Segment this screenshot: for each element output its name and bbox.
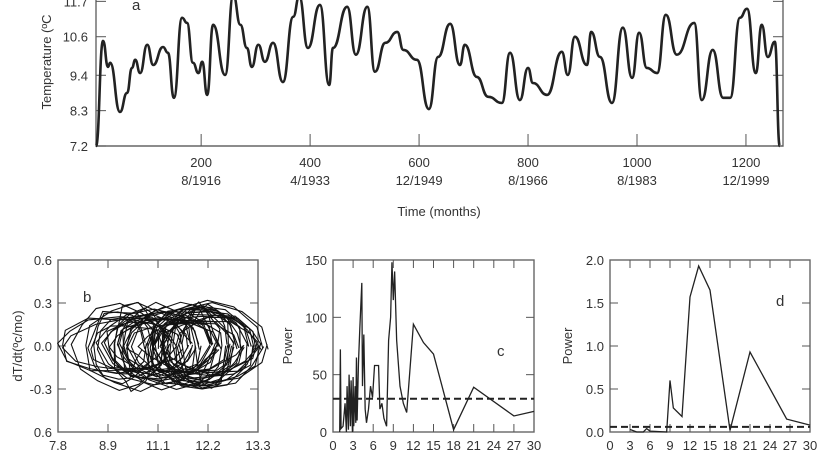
- power-spectrum-line: [339, 262, 535, 433]
- x-tick-label: 3: [626, 438, 633, 453]
- x-tick-date: 8/1983: [617, 173, 657, 188]
- phase-loop: [126, 318, 184, 378]
- y-tick-label: 100: [305, 310, 327, 325]
- plot-frame: [95, 0, 784, 147]
- x-tick-label: 600: [408, 155, 430, 170]
- x-tick-label: 12.2: [195, 438, 220, 453]
- phase-loop: [87, 310, 154, 385]
- x-tick-label: 18: [446, 438, 460, 453]
- x-tick-date: 12/1949: [396, 173, 443, 188]
- x-tick-label: 0: [329, 438, 336, 453]
- x-tick-label: 21: [743, 438, 757, 453]
- x-tick-label: 15: [426, 438, 440, 453]
- y-tick-label: 0.0: [34, 339, 52, 354]
- x-tick-label: 200: [190, 155, 212, 170]
- x-tick-label: 1000: [623, 155, 652, 170]
- panel-label: b: [83, 289, 91, 306]
- x-tick-label: 400: [299, 155, 321, 170]
- x-tick-label: 11.1: [146, 438, 170, 453]
- y-axis-label: Power: [560, 327, 575, 365]
- y-tick-label: 2.0: [586, 253, 604, 268]
- x-tick-label: 18: [723, 438, 737, 453]
- phase-loop: [130, 311, 202, 377]
- phase-loop: [163, 319, 235, 372]
- phase-loop: [106, 321, 165, 374]
- temperature-series-line: [94, 0, 782, 148]
- y-tick-label: 0.0: [586, 425, 604, 440]
- x-tick-date: 8/1916: [181, 173, 221, 188]
- x-tick-label: 15: [703, 438, 717, 453]
- panel-a: 7.2 8.3 9.4 10.6 11.7 200 8/1916 400 4/1933 600 12…: [39, 0, 784, 219]
- x-tick-label: 24: [763, 438, 777, 453]
- phase-loop: [166, 313, 262, 384]
- x-tick-date: 8/1966: [508, 173, 548, 188]
- x-tick-label: 1200: [731, 155, 760, 170]
- y-tick-label: 1.5: [586, 296, 604, 311]
- panel-d: 0369121518212427300.00.51.01.52.0Period …: [560, 253, 817, 453]
- x-tick-label: 12: [683, 438, 697, 453]
- y-tick-label: -0.3: [30, 382, 52, 397]
- phase-loop: [159, 314, 263, 374]
- x-tick-label: 27: [783, 438, 797, 453]
- phase-loop: [93, 311, 146, 380]
- panel-label: c: [497, 343, 505, 360]
- y-tick-label: 10.6: [63, 30, 88, 45]
- y-tick-label: 0.5: [586, 382, 604, 397]
- y-tick-label: 0: [320, 425, 327, 440]
- y-axis-label: dT/dt(ºc/mo): [10, 310, 25, 381]
- x-tick-label: 9: [666, 438, 673, 453]
- x-tick-date: 12/1999: [722, 173, 769, 188]
- x-tick-label: 6: [646, 438, 653, 453]
- x-axis-label: Time (months): [397, 204, 480, 219]
- x-tick-label: 3: [349, 438, 356, 453]
- y-tick-label: 150: [305, 253, 327, 268]
- phase-loop: [113, 301, 156, 393]
- x-tick-label: 0: [606, 438, 613, 453]
- phase-loop: [154, 301, 269, 384]
- y-tick-label: 1.0: [586, 339, 604, 354]
- phase-loop: [137, 320, 260, 375]
- x-tick-label: 7.8: [49, 438, 67, 453]
- x-tick-label: 12: [406, 438, 420, 453]
- x-tick-label: 9: [390, 438, 397, 453]
- phase-loop: [152, 307, 249, 387]
- phase-loop: [149, 308, 219, 386]
- x-tick-label: 800: [517, 155, 539, 170]
- x-tick-label: 30: [527, 438, 541, 453]
- x-tick-date: 4/1933: [290, 173, 330, 188]
- x-tick-label: 6: [370, 438, 377, 453]
- y-tick-label: 0.6: [34, 425, 52, 440]
- phase-loop: [176, 305, 220, 384]
- panel-b: 7.88.911.112.213.30.60.30.0-0.30.6Temper…: [10, 253, 271, 453]
- y-tick-label: 7.2: [70, 139, 88, 154]
- phase-loop: [70, 302, 163, 392]
- y-axis-label: Power: [280, 327, 295, 365]
- panel-label: d: [776, 293, 784, 310]
- y-tick-label: 0.6: [34, 253, 52, 268]
- y-tick-label: 9.4: [70, 68, 88, 83]
- y-tick-label: 50: [313, 368, 327, 383]
- x-tick-label: 27: [507, 438, 521, 453]
- phase-loop: [117, 317, 169, 377]
- x-tick-label: 13.3: [245, 438, 270, 453]
- y-tick-label: 8.3: [70, 104, 88, 119]
- y-tick-label: 11.7: [64, 0, 88, 9]
- phase-loop: [85, 301, 192, 393]
- x-tick-label: 21: [466, 438, 480, 453]
- panel-c: 036912151821242730050100150Period (month…: [280, 253, 541, 453]
- y-axis-label: Temperature (ºC: [39, 14, 54, 109]
- y-tick-label: 0.3: [34, 296, 52, 311]
- x-tick-label: 30: [803, 438, 817, 453]
- x-tick-label: 8.9: [99, 438, 117, 453]
- panel-label: a: [132, 0, 141, 14]
- x-tick-label: 24: [487, 438, 501, 453]
- phase-loop: [103, 311, 218, 380]
- power-spectrum-line: [629, 264, 811, 433]
